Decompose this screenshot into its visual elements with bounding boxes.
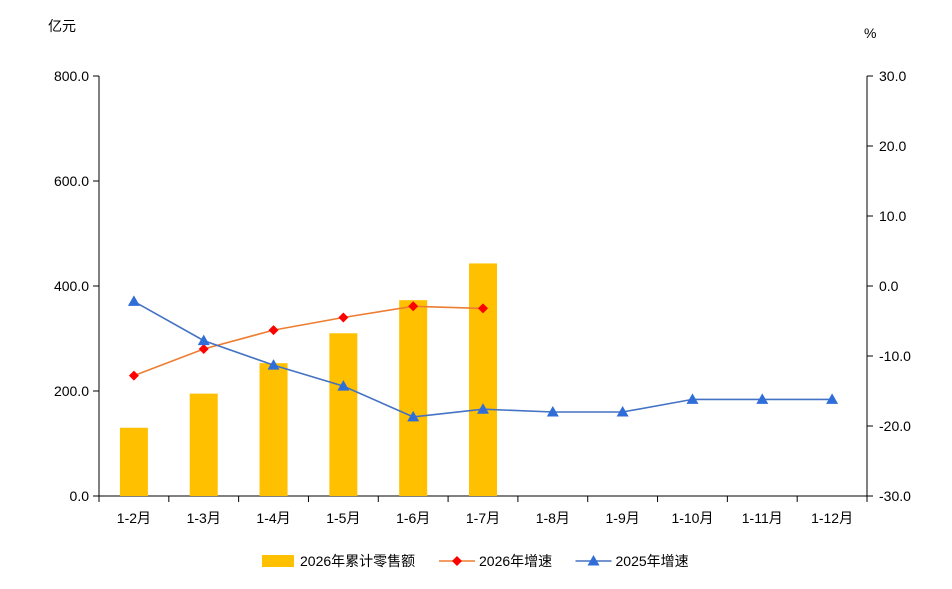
bar [189,393,218,496]
triangle-point [127,295,140,306]
triangle-point [267,359,280,370]
x-tick-label: 1-4月 [256,510,290,526]
triangle-point [407,410,420,422]
legend: 2026年累计零售额 2026年增速 2025年增速 [262,553,689,569]
triangle-point [337,380,350,391]
left-tick-label: 200.0 [54,383,89,399]
bar [399,300,428,496]
legend-diamond-marker [452,556,462,566]
diamond-point [268,325,279,336]
legend-triangle-marker [587,555,600,566]
bar [119,427,148,496]
legend-swatch-bar [262,555,294,567]
bar [469,263,497,496]
right-tick-label: 0.0 [879,278,899,294]
legend-label: 2025年增速 [616,553,689,569]
x-tick-label: 1-12月 [811,510,853,526]
right-unit-label: % [864,25,876,41]
x-tick-label: 1-9月 [606,510,640,526]
bar [259,363,288,496]
x-tick-label: 1-10月 [671,510,713,526]
x-tick-label: 1-7月 [466,510,500,526]
triangle-point [197,334,210,346]
diamond-point [408,301,419,312]
right-tick-label: -30.0 [879,488,911,504]
diamond-point [198,344,209,354]
right-tick-label: -10.0 [879,348,911,364]
right-tick-label: 30.0 [879,68,906,84]
diamond-point [478,303,488,314]
x-tick-label: 1-2月 [117,510,151,526]
left-tick-label: 600.0 [54,173,89,189]
triangle-point [546,406,559,417]
diamond-point [128,370,139,381]
triangle-point [686,393,699,404]
x-tick-label: 1-6月 [396,510,430,526]
line-series [127,295,839,422]
triangle-point [477,403,489,414]
left-tick-label: 400.0 [54,278,89,294]
diamond-point [338,312,349,323]
x-tick-label: 1-3月 [187,510,221,526]
bar [329,333,358,496]
right-tick-label: 10.0 [879,208,906,224]
x-tick-label: 1-11月 [742,510,783,526]
triangle-point [756,393,769,404]
x-tick-label: 1-8月 [536,510,570,526]
bars-series [119,263,497,496]
axes: 0.0 200.0 400.0 600.0 800.0 -30.0 -20.0 -10.0 0.… [54,68,911,526]
right-tick-label: 20.0 [879,138,906,154]
x-tick-label: 1-5月 [326,510,360,526]
triangle-point [616,406,629,417]
series-line [133,305,484,377]
left-tick-label: 800.0 [54,68,89,84]
left-unit-label: 亿元 [48,18,76,34]
legend-label: 2026年增速 [479,553,552,569]
right-tick-label: -20.0 [879,418,911,434]
legend-label: 2026年累计零售额 [300,553,415,569]
triangle-point [826,393,839,404]
left-tick-label: 0.0 [70,488,90,504]
